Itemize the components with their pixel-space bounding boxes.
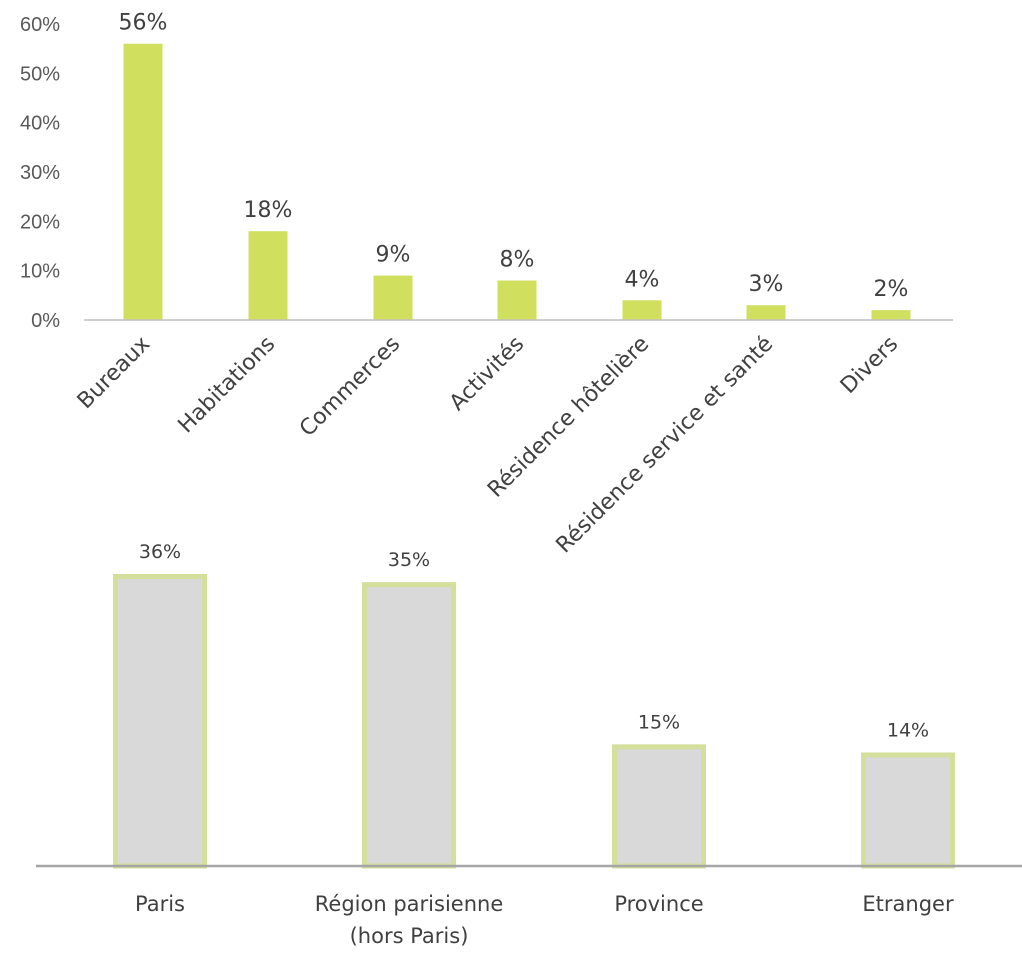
bar <box>248 231 288 320</box>
y-tick-label: 30% <box>20 162 60 184</box>
y-tick-label: 50% <box>20 63 60 85</box>
data-label: 18% <box>244 198 293 223</box>
data-label: 56% <box>119 11 168 36</box>
x-category-label: Région parisienne <box>315 892 503 916</box>
y-tick-label: 40% <box>20 113 60 135</box>
y-tick-label: 60% <box>20 14 60 36</box>
data-label: 36% <box>139 541 181 563</box>
y-tick-label: 10% <box>20 261 60 283</box>
x-category-label: Activités <box>445 332 529 416</box>
x-category-label: Paris <box>135 892 185 916</box>
data-label: 4% <box>625 267 660 292</box>
y-tick-label: 20% <box>20 211 60 233</box>
x-category-label: (hors Paris) <box>350 924 469 948</box>
bar <box>746 305 786 320</box>
chart-geographic-breakdown: 36% 35% 15% 14% Paris Région parisienne (hors … <box>36 541 1022 948</box>
data-label: 15% <box>638 711 680 733</box>
bar <box>871 310 911 320</box>
y-tick-label: 0% <box>31 310 60 332</box>
x-category-label: Bureaux <box>73 332 155 414</box>
bar <box>861 752 955 869</box>
x-category-label: Divers <box>836 332 903 399</box>
data-label: 9% <box>376 243 411 268</box>
x-category-label: Résidence service et santé <box>552 332 779 559</box>
bar <box>113 574 207 869</box>
chart-activity-breakdown: 0% 10% 20% 30% 40% 50% 60% 56% 18% 9% 8% 4% 3% 2% Bure… <box>20 11 953 558</box>
bar <box>123 43 163 320</box>
data-label: 2% <box>874 277 909 302</box>
bar <box>612 744 706 869</box>
bar <box>622 300 662 320</box>
x-category-label: Commerces <box>295 332 405 442</box>
x-category-label: Province <box>614 892 703 916</box>
data-label: 35% <box>388 549 430 571</box>
bar <box>497 280 537 320</box>
data-label: 8% <box>500 248 535 273</box>
x-category-label: Etranger <box>862 892 954 916</box>
x-category-label: Habitations <box>174 332 281 439</box>
bar <box>373 275 413 320</box>
data-label: 3% <box>749 272 784 297</box>
data-label: 14% <box>887 719 929 741</box>
bar <box>362 582 456 869</box>
